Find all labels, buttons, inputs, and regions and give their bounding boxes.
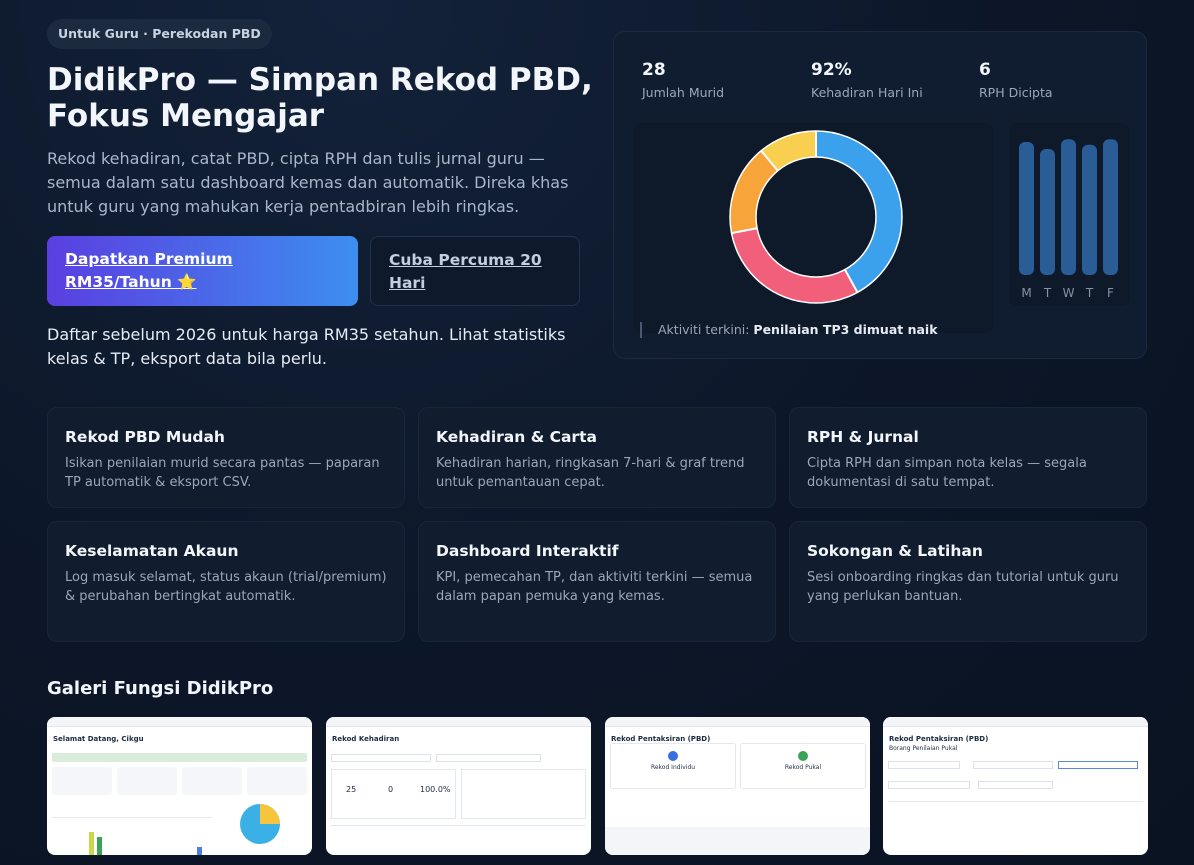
shot-option-a: Rekod Individu	[650, 764, 696, 771]
feature-card-support: Sokongan & Latihan Sesi onboarding ringk…	[789, 521, 1147, 642]
bar-1	[1040, 149, 1055, 275]
bar-label-3: T	[1085, 286, 1094, 300]
shot-heading: Rekod Kehadiran	[332, 735, 400, 743]
free-trial-button[interactable]: Cuba Percuma 20 Hari	[370, 236, 580, 306]
feature-card-rph: RPH & Jurnal Cipta RPH dan simpan nota k…	[789, 407, 1147, 508]
stat-rph-value: 6	[979, 60, 991, 80]
bar-0	[1019, 142, 1034, 275]
feature-title: Sokongan & Latihan	[807, 542, 983, 560]
feature-title: RPH & Jurnal	[807, 428, 919, 446]
donut-separator-1	[844, 269, 859, 293]
gallery-shot-attendance[interactable]: Rekod Kehadiran 25 0 100.0%	[326, 717, 591, 855]
bar-3	[1082, 144, 1097, 275]
get-premium-button[interactable]: Dapatkan Premium RM35/Tahun ⭐	[47, 236, 358, 306]
bar-label-0: M	[1021, 286, 1031, 300]
donut-chart	[729, 130, 903, 304]
bar-label-4: F	[1107, 286, 1114, 300]
shot-stat-c: 100.0%	[420, 785, 451, 794]
stat-attendance-value: 92%	[811, 60, 852, 80]
feature-text: Isikan penilaian murid secara pantas — p…	[65, 456, 380, 490]
shot-subheading: Borang Penilaian Pukal	[889, 745, 958, 752]
activity-prefix: Aktiviti terkini:	[658, 322, 750, 337]
stat-attendance-label: Kehadiran Hari Ini	[811, 85, 923, 100]
shot-option-b: Rekod Pukal	[784, 764, 822, 771]
feature-text: KPI, pemecahan TP, dan aktiviti terkini …	[436, 570, 753, 604]
feature-title: Dashboard Interaktif	[436, 542, 619, 560]
feature-title: Rekod PBD Mudah	[65, 428, 225, 446]
stat-students: 28 Jumlah Murid	[642, 60, 724, 100]
feature-card-pbd: Rekod PBD Mudah Isikan penilaian murid s…	[47, 407, 405, 508]
recent-activity: Aktiviti terkini: Penilaian TP3 dimuat n…	[640, 322, 938, 338]
shot-heading: Rekod Pentaksiran (PBD)	[611, 735, 711, 743]
bar-4	[1103, 139, 1118, 275]
stat-attendance: 92% Kehadiran Hari Ini	[811, 60, 923, 100]
donut-separator-3	[760, 150, 779, 172]
donut-ring-1	[729, 130, 903, 304]
hero-note: Daftar sebelum 2026 untuk harga RM35 set…	[47, 325, 566, 368]
gallery-shot-pbd-bulk[interactable]: Rekod Pentaksiran (PBD) Borang Penilaian…	[883, 717, 1148, 855]
feature-text: Log masuk selamat, status akaun (trial/p…	[65, 570, 387, 604]
feature-text: Cipta RPH dan simpan nota kelas — segala…	[807, 456, 1087, 490]
feature-text: Sesi onboarding ringkas dan tutorial unt…	[807, 570, 1119, 604]
donut-chart-box	[634, 123, 994, 333]
feature-card-attendance: Kehadiran & Carta Kehadiran harian, ring…	[418, 407, 776, 508]
activity-text: Penilaian TP3 dimuat naik	[753, 322, 938, 337]
hero-badge: Untuk Guru · Perekodan PBD	[47, 19, 272, 49]
shot-stat-b: 0	[388, 785, 394, 794]
shot-heading: Rekod Pentaksiran (PBD)	[889, 735, 989, 743]
feature-title: Kehadiran & Carta	[436, 428, 597, 446]
hero-title: DidikPro — Simpan Rekod PBD, Fokus Menga…	[47, 62, 593, 134]
stat-rph: 6 RPH Dicipta	[979, 60, 1053, 100]
feature-title: Keselamatan Akaun	[65, 542, 239, 560]
donut-separator-2	[731, 227, 758, 235]
gallery-title: Galeri Fungsi DidikPro	[47, 678, 274, 699]
donut-ring-0	[755, 156, 877, 278]
feature-card-dashboard: Dashboard Interaktif KPI, pemecahan TP, …	[418, 521, 776, 642]
stat-students-value: 28	[642, 60, 666, 80]
shot-stat-a: 25	[346, 785, 357, 794]
feature-text: Kehadiran harian, ringkasan 7-hari & gra…	[436, 456, 745, 490]
dashboard-preview: 28 Jumlah Murid 92% Kehadiran Hari Ini 6…	[613, 31, 1147, 359]
donut-slice-2	[730, 131, 902, 303]
gallery-shot-dashboard[interactable]: Selamat Datang, Cikgu	[47, 717, 312, 855]
bar-2	[1061, 139, 1076, 275]
stat-students-label: Jumlah Murid	[642, 85, 725, 100]
bar-label-1: T	[1043, 286, 1052, 300]
stat-rph-label: RPH Dicipta	[979, 85, 1053, 100]
shot-pie	[240, 804, 280, 844]
donut-slice-1	[730, 131, 902, 303]
hero-description: Rekod kehadiran, catat PBD, cipta RPH da…	[47, 149, 569, 216]
feature-card-security: Keselamatan Akaun Log masuk selamat, sta…	[47, 521, 405, 642]
bar-label-2: W	[1063, 286, 1075, 300]
shot-heading: Selamat Datang, Cikgu	[53, 735, 144, 743]
gallery-shot-pbd[interactable]: Rekod Pentaksiran (PBD) Rekod Individu R…	[605, 717, 870, 855]
